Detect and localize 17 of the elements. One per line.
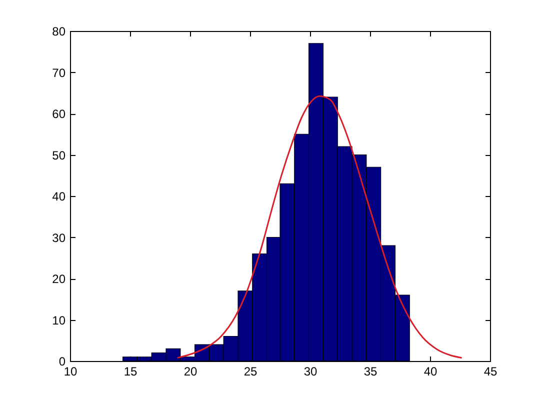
y-tick-label: 50 <box>52 148 66 162</box>
y-tick-label: 60 <box>52 107 66 121</box>
y-tick-label: 40 <box>52 190 66 204</box>
y-tick-label: 80 <box>52 24 66 38</box>
y-tick-label: 0 <box>58 354 66 368</box>
x-tick-label: 45 <box>484 364 498 378</box>
y-tick-label: 30 <box>52 230 66 245</box>
x-tick-label: 15 <box>124 364 138 378</box>
x-tick-label: 20 <box>184 364 198 378</box>
y-tick-label: 70 <box>52 66 66 80</box>
x-tick-label: 10 <box>64 364 78 378</box>
x-tick-label: 30 <box>304 364 318 378</box>
x-tick-label: 25 <box>244 364 258 378</box>
x-tick-label: 35 <box>364 364 378 378</box>
y-tick-label: 20 <box>52 272 66 286</box>
x-tick-label: 40 <box>424 364 438 378</box>
y-tick-label: 10 <box>52 313 66 328</box>
